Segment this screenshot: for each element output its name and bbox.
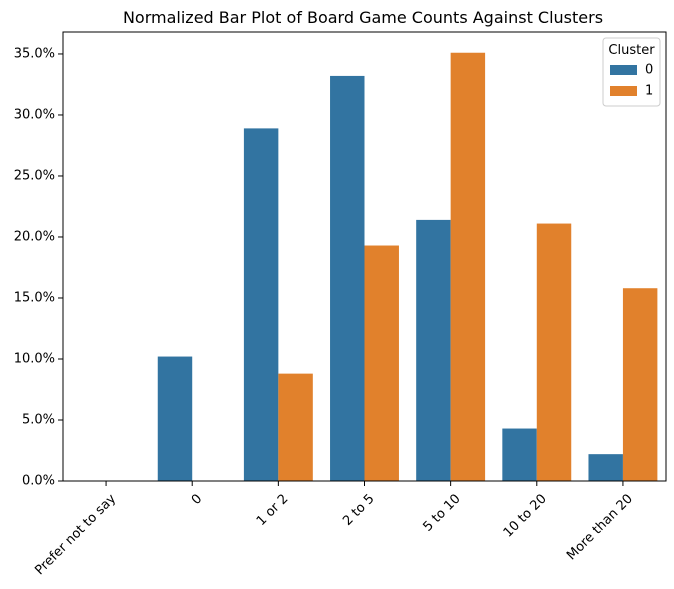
y-tick-label: 30.0% xyxy=(14,107,55,122)
bar-cluster-1-5-to-10 xyxy=(450,52,486,481)
y-tick-label: 10.0% xyxy=(14,351,55,366)
x-axis: Prefer not to say 0 1 or 2 2 to 5 5 to 10 10 … xyxy=(32,481,636,578)
bar-cluster-1-more-than-20 xyxy=(622,288,658,481)
x-tick-label-1-or-2: 1 or 2 xyxy=(254,491,292,529)
y-tick-label: 20.0% xyxy=(14,229,55,244)
y-tick-label: 5.0% xyxy=(22,412,55,427)
x-tick-label-10-to-20: 10 to 20 xyxy=(501,491,550,540)
bar-cluster-0-2-to-5 xyxy=(330,75,365,481)
plot-frame xyxy=(62,31,667,482)
bar-cluster-0-10-to-20 xyxy=(502,428,537,481)
bar-cluster-1-10-to-20 xyxy=(536,223,572,481)
legend: Cluster 0 1 xyxy=(602,37,661,107)
y-axis: 0.0% 5.0% 10.0% 15.0% 20.0% 25.0% 30.0% 35.0% xyxy=(14,46,63,489)
x-tick-label-prefer-not-to-say: Prefer not to say xyxy=(32,491,119,578)
y-tick-label: 0.0% xyxy=(22,474,55,489)
legend-swatch-cluster-1 xyxy=(610,86,637,96)
x-tick-label-0: 0 xyxy=(189,491,205,507)
legend-title: Cluster xyxy=(608,43,655,58)
bars-group xyxy=(157,52,658,482)
x-tick-label-more-than-20: More than 20 xyxy=(564,491,636,563)
x-tick-label-5-to-10: 5 to 10 xyxy=(420,491,463,534)
bar-cluster-0-5-to-10 xyxy=(416,219,451,482)
y-tick-label: 25.0% xyxy=(14,168,55,183)
bar-cluster-0-more-than-20 xyxy=(588,454,623,481)
legend-label-cluster-0: 0 xyxy=(645,63,653,78)
y-tick-label: 15.0% xyxy=(14,290,55,305)
legend-label-cluster-1: 1 xyxy=(645,84,653,99)
bar-cluster-1-1-or-2 xyxy=(278,373,313,481)
y-tick-label: 35.0% xyxy=(14,46,55,61)
chart-title: Normalized Bar Plot of Board Game Counts… xyxy=(123,8,603,27)
bar-cluster-0-1-or-2 xyxy=(243,128,279,481)
legend-swatch-cluster-0 xyxy=(610,65,637,75)
bar-cluster-1-2-to-5 xyxy=(364,245,399,481)
bar-cluster-0-0 xyxy=(157,356,193,481)
x-tick-label-2-to-5: 2 to 5 xyxy=(340,491,377,528)
